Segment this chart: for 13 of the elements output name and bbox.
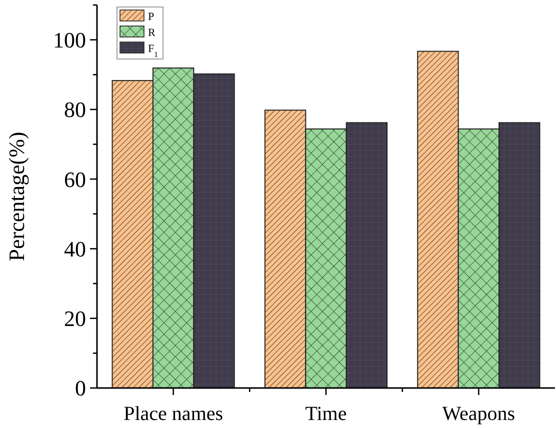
- y-tick-label: 100: [53, 28, 86, 53]
- y-tick-label: 40: [64, 236, 86, 262]
- x-tick-label: Time: [305, 403, 347, 425]
- legend-label: F$_{1}$: [148, 43, 158, 58]
- y-axis-title: Percentage(%): [4, 132, 29, 262]
- x-tick-label: Weapons: [442, 403, 516, 425]
- y-tick-label: 60: [64, 166, 86, 192]
- x-tick-label: Place names: [124, 403, 224, 425]
- y-tick-label: 0: [75, 376, 86, 401]
- legend-label: P: [148, 11, 154, 23]
- y-tick-label: 80: [64, 97, 86, 122]
- legend-label: R: [148, 27, 156, 39]
- y-tick-label: 20: [64, 306, 86, 332]
